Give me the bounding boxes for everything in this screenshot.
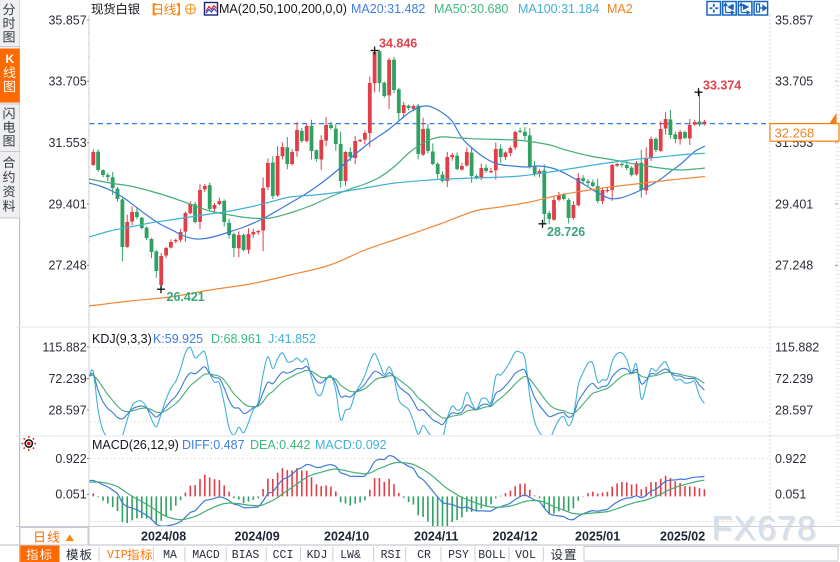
svg-text:72.239: 72.239 (775, 372, 813, 386)
svg-text:MA(20,50,100,200,0,0): MA(20,50,100,200,0,0) (219, 2, 347, 16)
svg-text:0.922: 0.922 (55, 452, 86, 466)
svg-text:VOL: VOL (515, 549, 536, 562)
svg-text:33.705: 33.705 (775, 75, 813, 89)
svg-text:27.248: 27.248 (48, 259, 86, 273)
svg-text:KDJ(9,3,3): KDJ(9,3,3) (92, 332, 152, 346)
svg-text:K: K (5, 52, 14, 66)
svg-text:2024/08: 2024/08 (141, 530, 186, 544)
svg-text:CR: CR (417, 549, 431, 562)
svg-text:J:41.852: J:41.852 (268, 332, 316, 346)
svg-text:33.705: 33.705 (48, 75, 86, 89)
svg-text:2025/02: 2025/02 (660, 530, 705, 544)
svg-text:MACD(26,12,9): MACD(26,12,9) (92, 438, 179, 452)
svg-text:0.922: 0.922 (775, 452, 806, 466)
svg-text:34.846: 34.846 (379, 37, 417, 51)
svg-text:2024/10: 2024/10 (324, 530, 369, 544)
svg-text:31.553: 31.553 (48, 136, 86, 150)
svg-text:MA20:31.482: MA20:31.482 (351, 2, 425, 16)
svg-text:CCI: CCI (273, 549, 294, 562)
svg-text:0.051: 0.051 (55, 488, 86, 502)
svg-text:2024/11: 2024/11 (414, 530, 459, 544)
svg-text:VIP: VIP (107, 549, 128, 562)
svg-text:KDJ: KDJ (307, 549, 328, 562)
svg-text:35.857: 35.857 (48, 13, 86, 27)
svg-text:72.239: 72.239 (48, 372, 86, 386)
svg-text:BOLL: BOLL (478, 549, 506, 562)
svg-text:MA100:31.184: MA100:31.184 (518, 2, 599, 16)
svg-text:DEA:0.442: DEA:0.442 (250, 438, 311, 452)
svg-text:DIFF:0.487: DIFF:0.487 (182, 438, 245, 452)
svg-text:27.248: 27.248 (775, 259, 813, 273)
svg-text:32.268: 32.268 (775, 126, 815, 141)
svg-text:115.882: 115.882 (42, 340, 86, 354)
svg-text:K:59.925: K:59.925 (153, 332, 203, 346)
svg-text:29.401: 29.401 (48, 197, 86, 211)
svg-text:29.401: 29.401 (775, 197, 813, 211)
svg-text:RSI: RSI (381, 549, 402, 562)
svg-text:MA50:30.680: MA50:30.680 (434, 2, 508, 16)
svg-text:MA2: MA2 (607, 2, 633, 16)
svg-text:D:68.961: D:68.961 (211, 332, 262, 346)
svg-text:MA: MA (163, 549, 177, 562)
svg-text:33.374: 33.374 (703, 79, 741, 93)
svg-text:35.857: 35.857 (775, 13, 813, 27)
svg-text:2024/12: 2024/12 (493, 530, 538, 544)
svg-text:115.882: 115.882 (775, 340, 819, 354)
svg-text:2025/01: 2025/01 (575, 530, 620, 544)
svg-text:MACD:0.092: MACD:0.092 (315, 438, 387, 452)
svg-text:PSY: PSY (448, 549, 469, 562)
svg-text:MACD: MACD (192, 549, 220, 562)
svg-text:0.051: 0.051 (775, 488, 806, 502)
svg-text:FX678: FX678 (712, 510, 817, 548)
svg-text:28.726: 28.726 (547, 225, 585, 239)
svg-text:FX678: FX678 (713, 511, 818, 549)
svg-text:BIAS: BIAS (232, 549, 260, 562)
svg-text:LW&: LW& (340, 549, 361, 562)
svg-text:2024/09: 2024/09 (235, 530, 280, 544)
svg-text:28.597: 28.597 (775, 403, 813, 417)
svg-text:26.421: 26.421 (167, 290, 205, 304)
svg-text:28.597: 28.597 (48, 403, 86, 417)
